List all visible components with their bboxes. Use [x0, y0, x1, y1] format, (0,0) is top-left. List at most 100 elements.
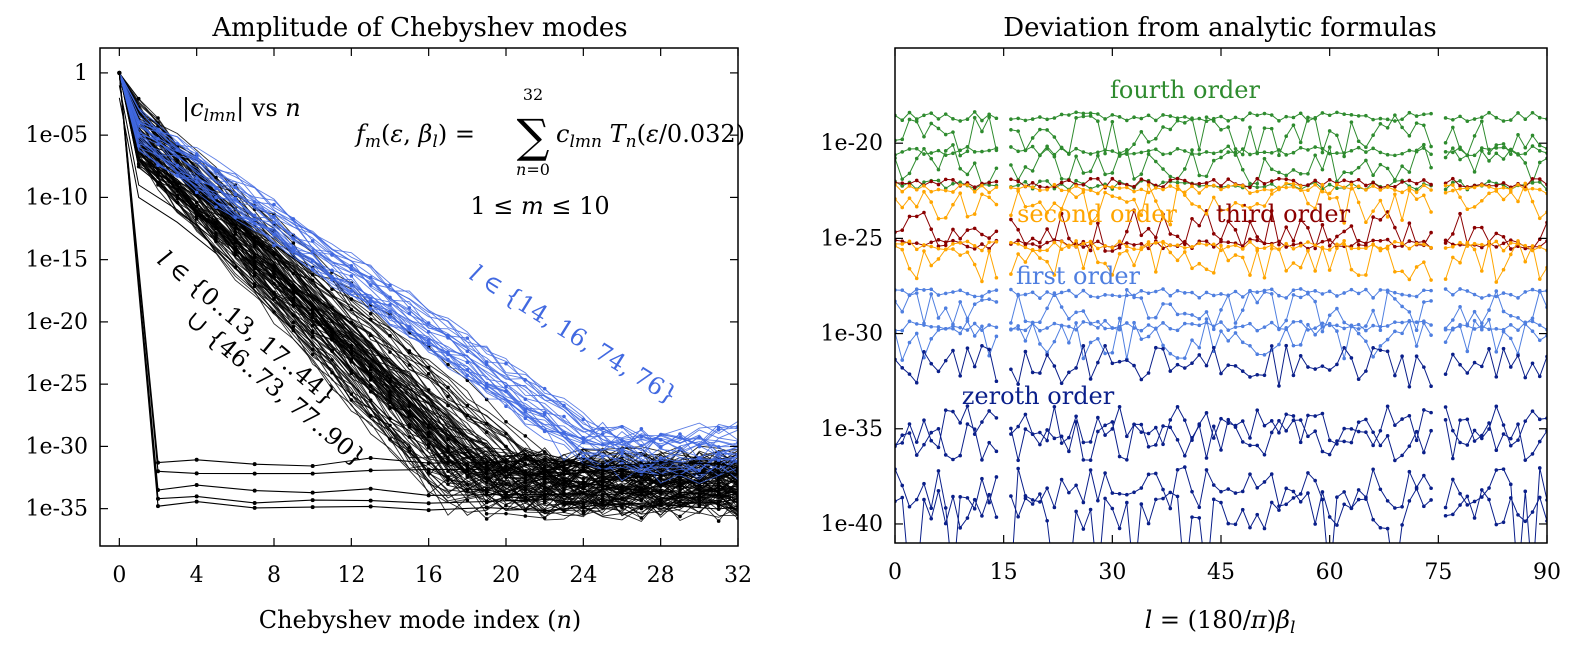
deviation-point-1	[1067, 236, 1071, 241]
deviation-point-3	[958, 325, 962, 330]
deviation-point-2	[1045, 259, 1049, 264]
deviation-point-0	[1378, 150, 1383, 155]
black-series-line-point	[562, 503, 566, 507]
deviation-point-2	[1472, 205, 1477, 209]
deviation-point-4	[1327, 515, 1332, 519]
x-tick-label: 28	[647, 563, 675, 588]
deviation-point-4	[1233, 364, 1238, 368]
deviation-point-0	[1407, 134, 1412, 138]
deviation-point-3	[1103, 318, 1107, 323]
deviation-point-3	[1465, 289, 1470, 293]
deviation-point-2	[1364, 220, 1368, 225]
deviation-point-3	[1342, 291, 1346, 295]
deviation-point-2	[1378, 188, 1383, 192]
deviation-point-1	[1197, 223, 1202, 228]
deviation-point-4	[965, 346, 970, 350]
deviation-point-4	[1378, 348, 1383, 352]
deviation-point-3	[1422, 321, 1426, 325]
deviation-point-4	[1291, 496, 1296, 500]
deviation-point-2	[1081, 266, 1086, 271]
deviation-point-3	[1262, 353, 1267, 357]
deviation-point-4	[1103, 471, 1107, 475]
deviation-point-3	[1516, 328, 1520, 332]
flat-low-line-point	[716, 500, 721, 505]
black-series-line-point	[407, 435, 412, 439]
deviation-line-4	[895, 404, 997, 449]
deviation-point-2	[1168, 243, 1173, 248]
deviation-point-3	[1226, 339, 1231, 343]
deviation-point-3	[1342, 320, 1346, 325]
deviation-point-4	[1313, 414, 1317, 418]
blue-series-line-point	[349, 289, 354, 293]
deviation-point-3	[1103, 293, 1107, 297]
deviation-point-4	[907, 422, 912, 426]
deviation-point-2	[1103, 243, 1107, 248]
deviation-point-0	[987, 112, 991, 117]
deviation-point-0	[1472, 117, 1477, 121]
deviation-point-1	[1081, 182, 1086, 187]
deviation-point-0	[907, 117, 912, 122]
deviation-point-4	[1385, 499, 1390, 503]
deviation-point-4	[1262, 526, 1267, 531]
deviation-point-0	[1320, 146, 1325, 151]
deviation-point-4	[1074, 420, 1078, 424]
deviation-point-0	[1204, 150, 1209, 154]
black-series-line-point	[349, 343, 354, 348]
deviation-point-3	[1038, 328, 1042, 333]
deviation-point-2	[929, 189, 934, 194]
deviation-point-4	[1139, 430, 1144, 434]
deviation-point-2	[1422, 260, 1426, 265]
deviation-point-0	[1030, 117, 1035, 121]
deviation-point-1	[1342, 229, 1346, 234]
deviation-point-1	[1349, 224, 1354, 228]
deviation-point-2	[1096, 213, 1100, 217]
flat-low-line-point	[658, 502, 663, 507]
deviation-point-4	[1204, 363, 1209, 368]
deviation-point-3	[1190, 290, 1194, 295]
deviation-point-4	[1364, 430, 1368, 434]
deviation-point-2	[1262, 187, 1267, 192]
deviation-point-2	[900, 247, 905, 252]
right-chart-title: Deviation from analytic formulas	[1003, 13, 1436, 43]
deviation-point-3	[1096, 336, 1100, 341]
deviation-point-3	[1211, 327, 1216, 332]
deviation-point-3	[1530, 319, 1535, 324]
deviation-point-4	[1313, 522, 1317, 526]
deviation-point-1	[1240, 244, 1245, 248]
deviation-point-1	[1030, 242, 1035, 246]
deviation-line-4	[895, 490, 997, 543]
deviation-point-4	[1175, 467, 1180, 472]
black-series-line-point	[600, 475, 605, 479]
deviation-point-0	[900, 118, 905, 123]
deviation-point-0	[1298, 172, 1303, 176]
deviation-point-3	[1277, 342, 1281, 347]
deviation-point-2	[922, 189, 926, 194]
deviation-point-2	[936, 257, 941, 261]
deviation-point-4	[1161, 347, 1165, 351]
deviation-point-0	[1103, 117, 1107, 121]
black-series-line-point	[620, 475, 624, 480]
deviation-point-0	[1349, 171, 1354, 175]
deviation-point-2	[980, 279, 984, 284]
deviation-point-1	[900, 228, 905, 233]
deviation-point-0	[1487, 179, 1491, 184]
deviation-point-2	[1038, 188, 1042, 193]
deviation-point-2	[1262, 246, 1267, 250]
deviation-point-2	[1516, 182, 1520, 187]
deviation-point-0	[1074, 146, 1078, 151]
blue-series-line-point	[465, 336, 470, 340]
deviation-point-2	[1233, 253, 1238, 257]
deviation-point-0	[1385, 117, 1390, 122]
deviation-point-1	[1393, 244, 1397, 249]
deviation-point-4	[1154, 497, 1158, 502]
deviation-point-4	[1291, 414, 1296, 418]
deviation-point-3	[1088, 340, 1093, 345]
deviation-point-2	[1161, 214, 1165, 219]
deviation-point-2	[1146, 190, 1151, 195]
deviation-point-0	[1291, 168, 1296, 172]
deviation-point-3	[1132, 295, 1136, 300]
deviation-point-1	[1175, 234, 1180, 239]
deviation-point-1	[1161, 185, 1165, 189]
deviation-point-3	[1211, 293, 1216, 298]
deviation-point-3	[1081, 356, 1086, 361]
